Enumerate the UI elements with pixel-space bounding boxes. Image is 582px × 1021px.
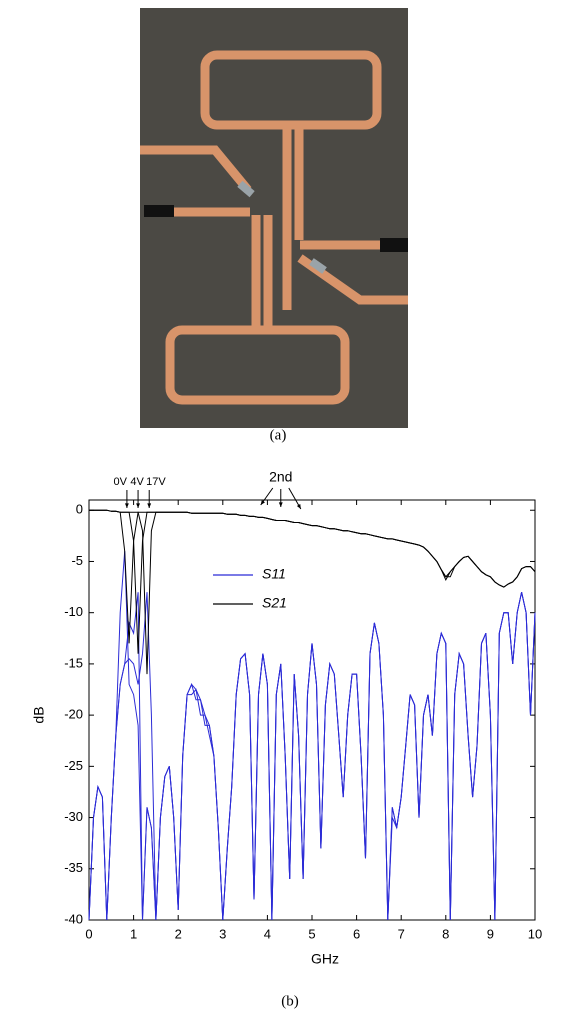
x-tick-label: 3 bbox=[219, 926, 226, 941]
annotation-arrowhead bbox=[279, 502, 283, 507]
series-line bbox=[89, 592, 535, 920]
annotation: 4V bbox=[130, 476, 144, 488]
x-tick-label: 10 bbox=[528, 926, 542, 941]
board-photo bbox=[140, 8, 408, 428]
legend-label: S11 bbox=[262, 566, 286, 582]
connector bbox=[380, 238, 408, 252]
annotation: 17V bbox=[146, 476, 166, 488]
y-tick-label: -35 bbox=[64, 860, 83, 875]
x-tick-label: 5 bbox=[308, 926, 315, 941]
y-tick-label: -25 bbox=[64, 758, 83, 773]
annotation-arrowhead bbox=[125, 503, 129, 508]
caption: (b) bbox=[281, 993, 299, 1009]
series-line bbox=[89, 510, 535, 654]
y-tick-label: -10 bbox=[64, 604, 83, 619]
annotation-arrowhead bbox=[136, 503, 140, 508]
annotation: 2nd bbox=[269, 469, 292, 485]
x-tick-label: 7 bbox=[398, 926, 405, 941]
series-line bbox=[89, 592, 535, 920]
connector bbox=[144, 205, 174, 217]
legend-label: S21 bbox=[262, 595, 287, 611]
plot-frame bbox=[89, 500, 535, 920]
series-line bbox=[89, 510, 535, 643]
y-tick-label: -5 bbox=[71, 553, 83, 568]
y-tick-label: -40 bbox=[64, 911, 83, 926]
y-tick-label: 0 bbox=[76, 502, 83, 517]
annotation-arrowhead bbox=[261, 500, 265, 505]
x-axis-label: GHz bbox=[311, 951, 339, 967]
y-tick-label: -30 bbox=[64, 809, 83, 824]
y-axis-label: dB bbox=[31, 706, 47, 723]
board bbox=[140, 8, 408, 428]
caption: (a) bbox=[270, 427, 287, 443]
x-tick-label: 4 bbox=[264, 926, 271, 941]
x-tick-label: 0 bbox=[85, 926, 92, 941]
annotation: 0V bbox=[113, 476, 127, 488]
x-tick-label: 8 bbox=[442, 926, 449, 941]
x-tick-label: 9 bbox=[487, 926, 494, 941]
y-tick-label: -20 bbox=[64, 707, 83, 722]
y-tick-label: -15 bbox=[64, 655, 83, 670]
x-tick-label: 1 bbox=[130, 926, 137, 941]
x-tick-label: 6 bbox=[353, 926, 360, 941]
series-line bbox=[89, 510, 535, 674]
x-tick-label: 2 bbox=[175, 926, 182, 941]
annotation-arrowhead bbox=[147, 503, 151, 508]
figure: (a) (b) GHz dB 0 1 2 3 4 5 6 7 8 9 10 0 -5 -10 -15 -20 -… bbox=[0, 0, 582, 1016]
